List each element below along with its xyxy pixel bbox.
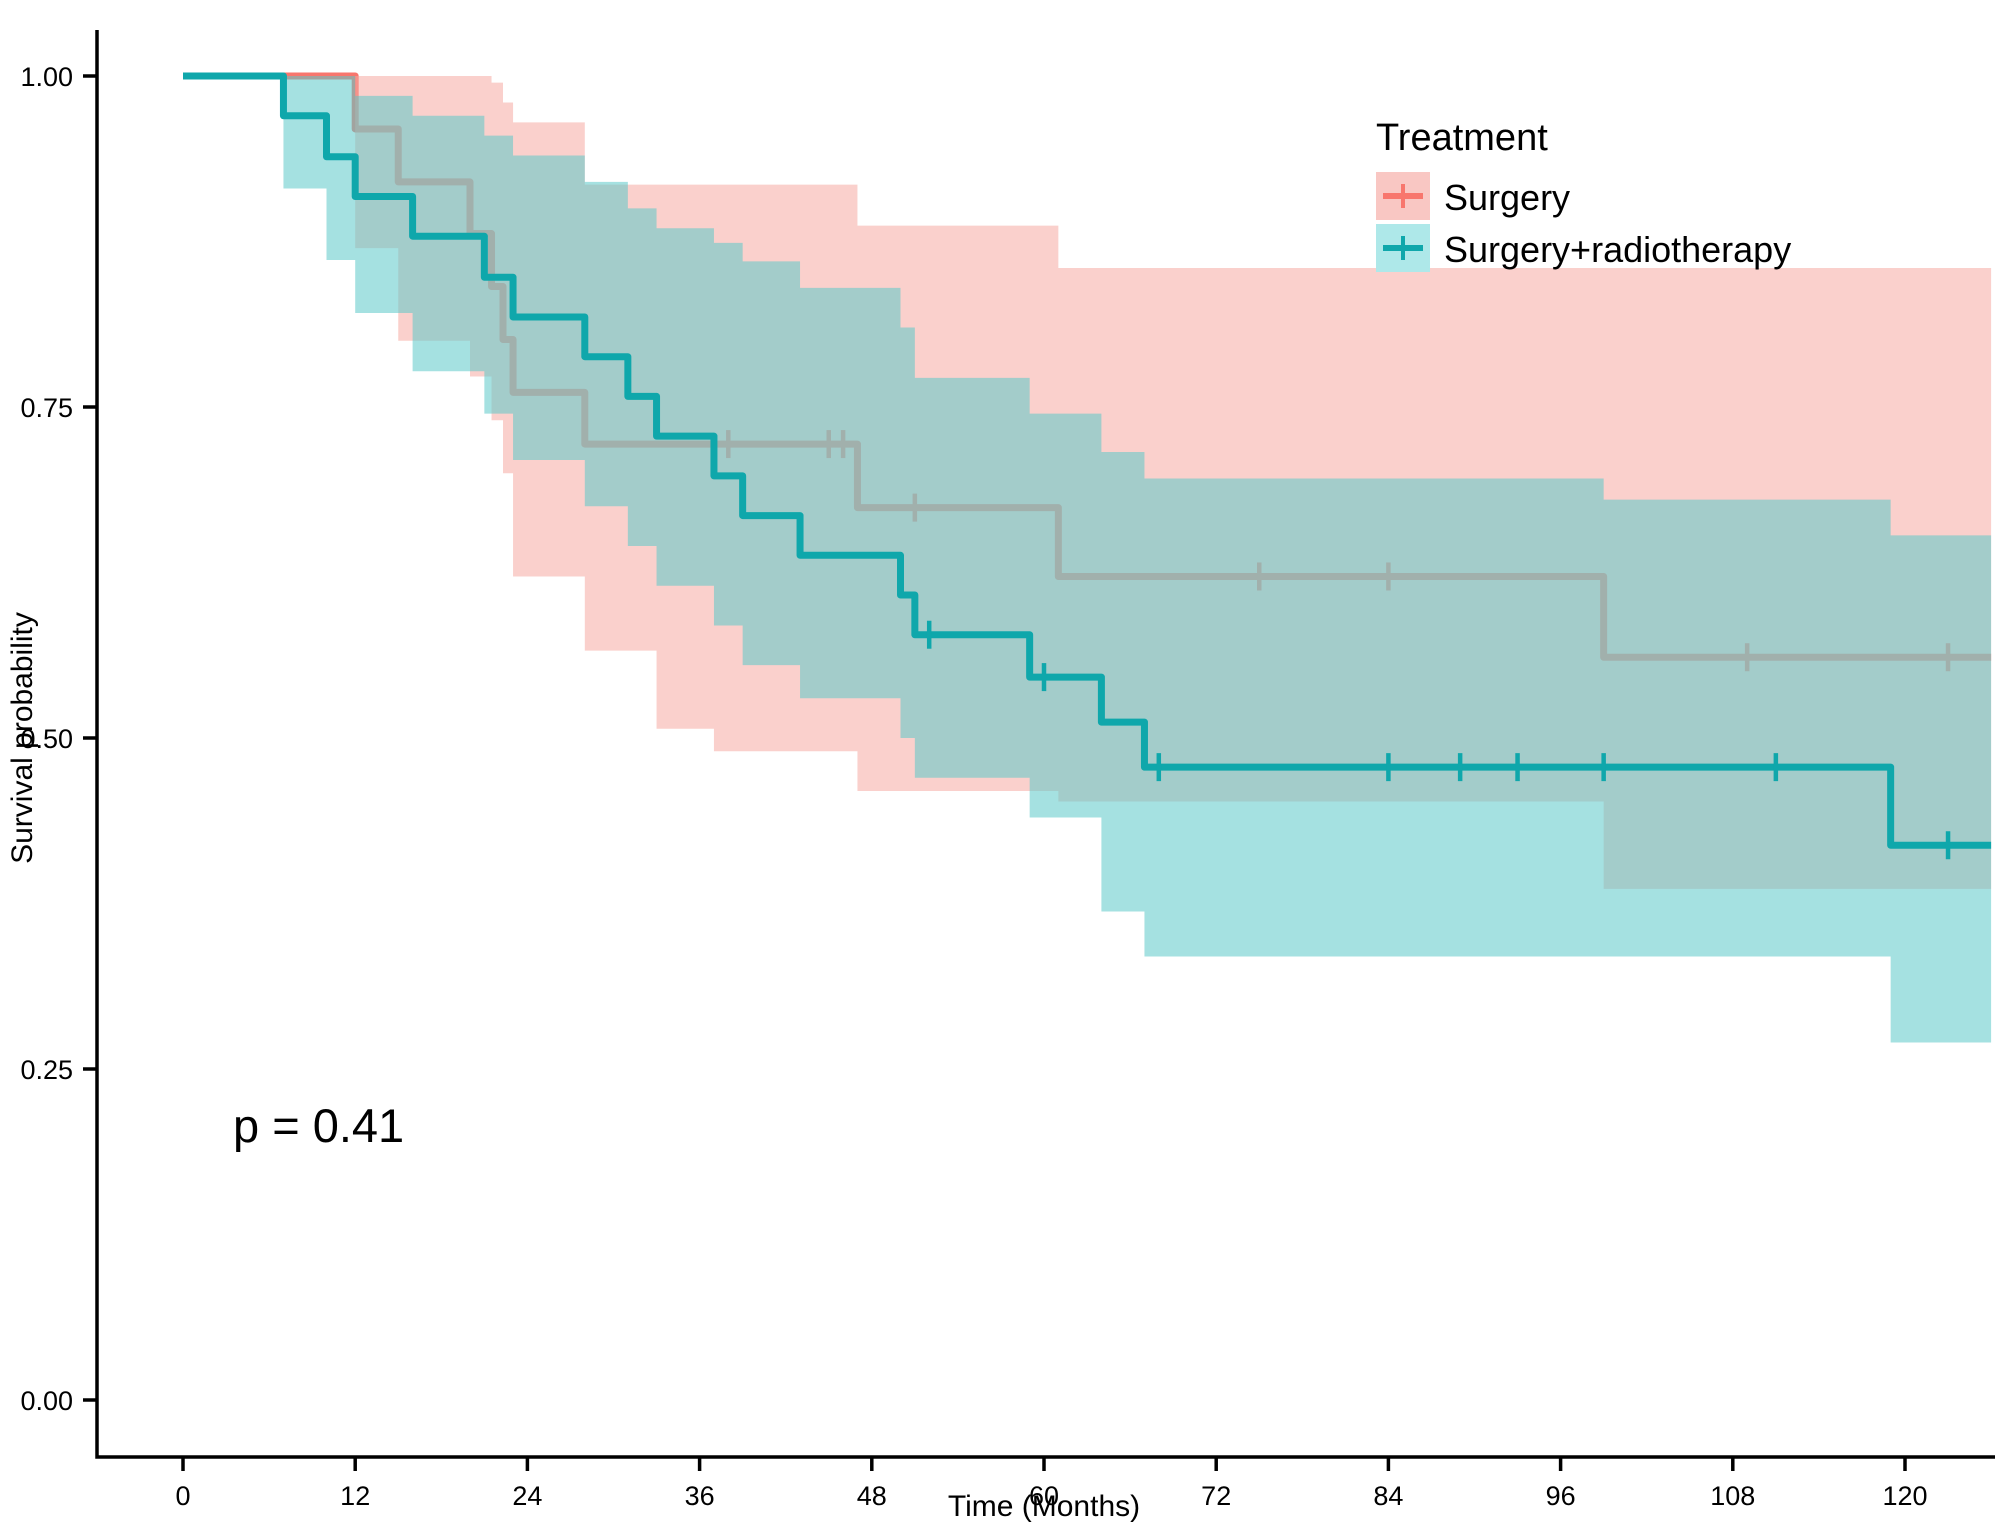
y-tick-label: 0.00	[20, 1386, 73, 1416]
radiotherapy-curve	[183, 72, 1992, 849]
x-tick-label: 24	[512, 1481, 542, 1511]
radiotherapy-ci-band	[283, 76, 1992, 1043]
x-tick-label: 48	[857, 1481, 887, 1511]
legend-label-surgery: Surgery	[1444, 177, 1570, 218]
x-tick-label: 12	[340, 1481, 370, 1511]
x-tick-label: 84	[1373, 1481, 1403, 1511]
x-tick-label: 60	[1029, 1481, 1059, 1511]
y-tick-label: 0.75	[20, 393, 73, 423]
x-tick-label: 120	[1882, 1481, 1927, 1511]
x-tick-label: 36	[685, 1481, 715, 1511]
x-axis-title: Time (Months)	[948, 1490, 1140, 1523]
legend-label-radiotherapy: Surgery+radiotherapy	[1444, 229, 1791, 270]
x-tick-label: 0	[175, 1481, 190, 1511]
x-tick-label: 96	[1546, 1481, 1576, 1511]
x-tick-label: 108	[1710, 1481, 1755, 1511]
y-tick-label: 1.00	[20, 62, 73, 92]
y-tick-label: 0.50	[20, 724, 73, 754]
y-tick-label: 0.25	[20, 1055, 73, 1085]
legend-title: Treatment	[1376, 117, 1548, 159]
y-axis-title: Survival probability	[6, 612, 39, 864]
p-value-label: p = 0.41	[233, 1099, 404, 1152]
x-tick-label: 72	[1201, 1481, 1231, 1511]
axis-lines	[95, 30, 1995, 1459]
